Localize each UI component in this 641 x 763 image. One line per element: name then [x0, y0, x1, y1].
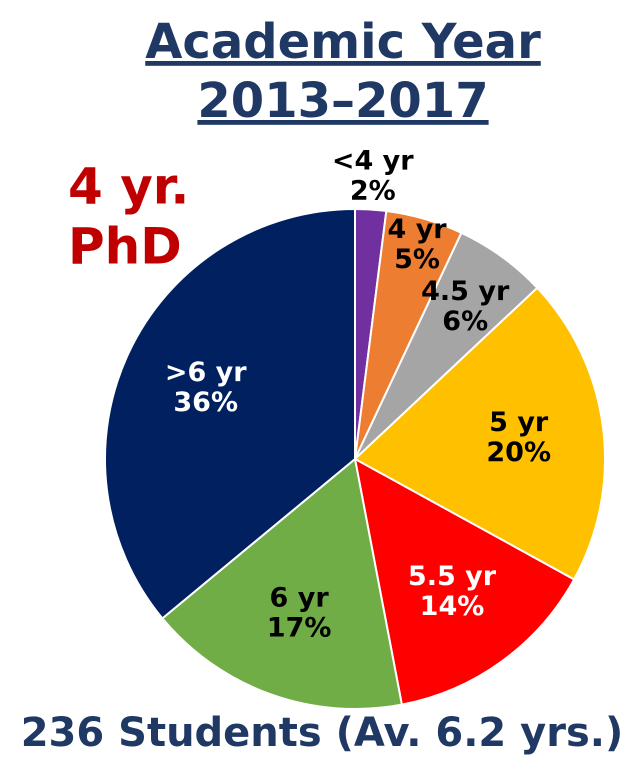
slice-label: >6 yr	[165, 357, 247, 388]
value-label: 5%	[394, 244, 440, 275]
pie-slice	[160, 457, 404, 710]
pie-slice	[353, 286, 606, 581]
chart-title: Academic Year	[145, 14, 541, 70]
value-label: 36%	[173, 387, 238, 418]
slice-label: 4.5 yr	[421, 276, 510, 307]
slice-label: 5 yr	[489, 407, 549, 438]
slice-label: 4 yr	[388, 214, 448, 245]
value-label: 17%	[267, 613, 332, 644]
value-label: 20%	[486, 437, 551, 468]
value-label: 2%	[350, 176, 396, 207]
chart-title: 2013–2017	[197, 73, 488, 129]
pie-slice	[353, 457, 576, 706]
annotation: 4 yr.	[68, 158, 189, 216]
slice-label: 5.5 yr	[408, 561, 497, 592]
slice-label: 6 yr	[270, 583, 330, 614]
slice-label: <4 yr	[332, 146, 414, 177]
pie-slice	[104, 207, 356, 620]
value-label: 14%	[420, 591, 485, 622]
value-label: 6%	[442, 306, 488, 337]
annotation: PhD	[68, 218, 182, 276]
caption: 236 Students (Av. 6.2 yrs.)	[21, 710, 624, 756]
